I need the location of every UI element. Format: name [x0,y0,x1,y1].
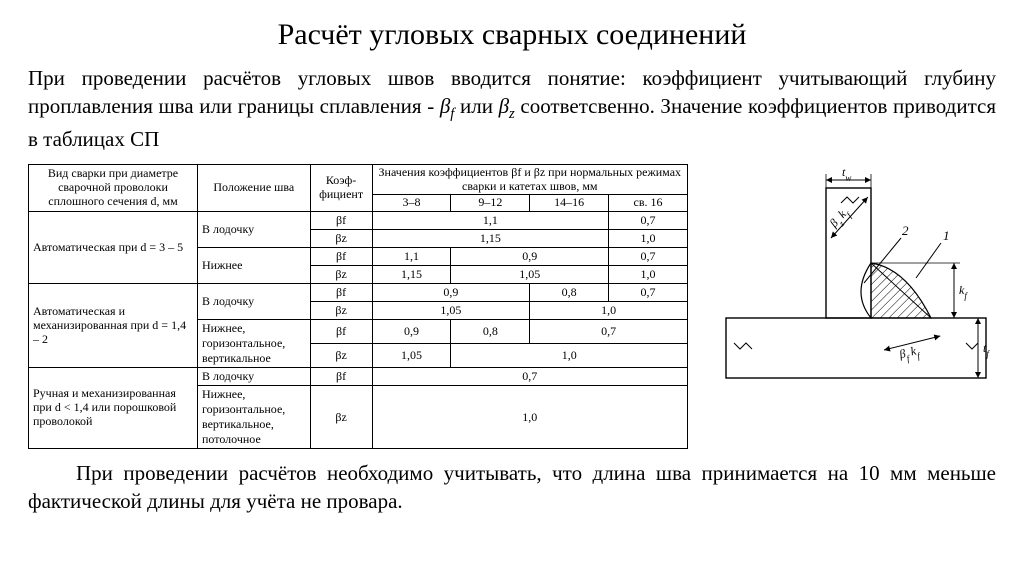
val: 0,7 [609,248,688,266]
coef-bz: βz [310,302,372,320]
beta-z-symbol: βz [499,94,515,118]
table-row: Автоматическая и механизированная при d … [29,284,688,302]
range-3: 14–16 [530,195,609,212]
val: 1,0 [451,344,688,368]
coef-bz: βz [310,386,372,449]
label-2: 2 [902,223,909,238]
col-values-header: Значения коэффициентов βf и βz при норма… [372,164,687,195]
val: 1,05 [451,266,609,284]
coef-bf: βf [310,212,372,230]
position-cell: Нижнее, горизонтальное, вертикальное [197,320,310,368]
range-1: 3–8 [372,195,451,212]
content-row: Вид сварки при диаметре сварочной провол… [28,164,996,449]
method-cell: Ручная и механизированная при d < 1,4 ил… [29,368,198,449]
coefficients-table: Вид сварки при диаметре сварочной провол… [28,164,688,449]
val: 0,7 [609,284,688,302]
coef-bz: βz [310,266,372,284]
position-cell: В лодочку [197,368,310,386]
weld-diagram-icon: tw βz kf βf kf kf [716,168,996,398]
col-position: Положение шва [197,164,310,211]
val: 1,1 [372,212,609,230]
outro-paragraph: При проведении расчётов необходимо учиты… [28,459,996,516]
val: 0,7 [530,320,688,344]
position-cell: Нижнее [197,248,310,284]
beta-f-symbol: βf [440,94,455,118]
page-title: Расчёт угловых сварных соединений [28,18,996,52]
coef-bf: βf [310,320,372,344]
label-bzkf: βz kf [826,204,855,233]
val: 0,8 [530,284,609,302]
val: 0,9 [451,248,609,266]
val: 1,0 [530,302,688,320]
coefficients-table-wrap: Вид сварки при диаметре сварочной провол… [28,164,696,449]
val: 1,0 [609,266,688,284]
position-cell: В лодочку [197,284,310,320]
val: 1,05 [372,302,530,320]
val: 0,9 [372,320,451,344]
table-row: Автоматическая при d = 3 – 5 В лодочку β… [29,212,688,230]
intro-paragraph: При проведении расчётов угловых швов вво… [28,64,996,154]
range-2: 9–12 [451,195,530,212]
position-cell: Нижнее, горизонтальное, вертикальное, по… [197,386,310,449]
method-cell: Автоматическая и механизированная при d … [29,284,198,368]
label-kf: kf [959,283,968,301]
col-coef: Коэф-фициент [310,164,372,211]
intro-text-2: или [460,94,499,118]
method-cell: Автоматическая при d = 3 – 5 [29,212,198,284]
coef-bz: βz [310,230,372,248]
val: 1,15 [372,266,451,284]
val: 0,8 [451,320,530,344]
label-bfkf: βf kf [897,342,923,365]
coef-bf: βf [310,284,372,302]
coef-bf: βf [310,368,372,386]
val: 1,1 [372,248,451,266]
val: 0,7 [372,368,687,386]
col-method: Вид сварки при диаметре сварочной провол… [29,164,198,211]
position-cell: В лодочку [197,212,310,248]
val: 1,0 [609,230,688,248]
val: 1,05 [372,344,451,368]
coef-bf: βf [310,248,372,266]
label-tw: tw [842,168,851,183]
table-header-row: Вид сварки при диаметре сварочной провол… [29,164,688,195]
weld-diagram-wrap: tw βz kf βf kf kf [716,164,996,403]
coef-bz: βz [310,344,372,368]
val: 0,9 [372,284,530,302]
val: 1,0 [372,386,687,449]
table-row: Ручная и механизированная при d < 1,4 ил… [29,368,688,386]
label-1: 1 [943,228,950,243]
range-4: св. 16 [609,195,688,212]
val: 1,15 [372,230,609,248]
val: 0,7 [609,212,688,230]
